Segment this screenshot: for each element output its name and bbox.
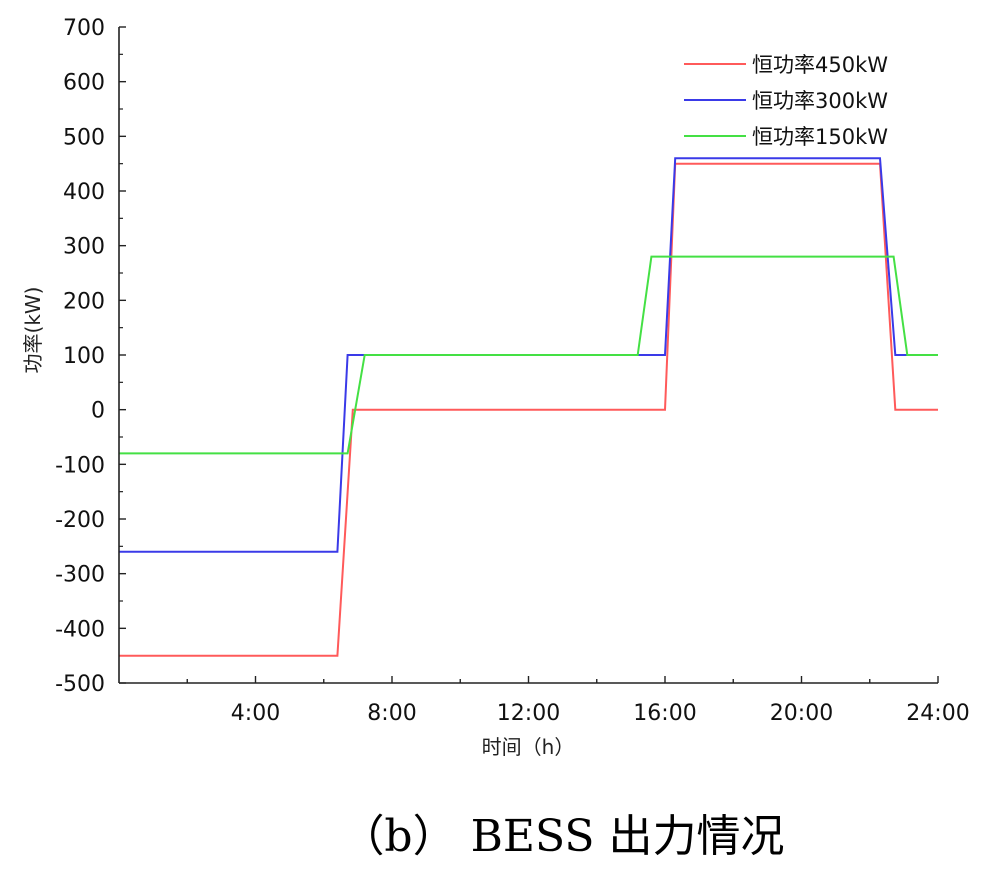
x-tick-label: 24:00 — [906, 701, 969, 726]
x-tick-label: 16:00 — [633, 701, 696, 726]
axes — [118, 27, 938, 684]
y-axis-ticks: 700 600 500 400 300 200 100 0 -100 -200 -300 -400 -5… — [55, 16, 126, 697]
legend-label: 恒功率150kW — [752, 125, 888, 149]
x-axis-title: 时间（h） — [482, 735, 575, 759]
y-tick-label: 700 — [63, 16, 105, 41]
series-line — [119, 255, 938, 455]
series-line — [119, 162, 938, 657]
y-tick-label: 300 — [63, 235, 105, 260]
legend: 恒功率450kW 恒功率300kW 恒功率150kW — [684, 53, 888, 149]
x-axis-ticks: 4:00 8:00 12:00 16:00 20:00 24:00 — [186, 676, 970, 726]
y-tick-label: 200 — [63, 289, 105, 314]
x-tick-label: 4:00 — [231, 701, 280, 726]
legend-label: 恒功率300kW — [752, 89, 888, 113]
legend-label: 恒功率450kW — [752, 53, 888, 77]
y-tick-label: 100 — [63, 344, 105, 369]
y-tick-label: -500 — [55, 672, 105, 697]
y-tick-label: 600 — [63, 71, 105, 96]
y-tick-label: -200 — [55, 508, 105, 533]
y-tick-label: 500 — [63, 125, 105, 150]
y-axis-title: 功率(kW) — [21, 287, 45, 374]
series-lines — [119, 157, 938, 657]
x-tick-label: 20:00 — [770, 701, 833, 726]
x-tick-label: 12:00 — [497, 701, 560, 726]
y-tick-label: -400 — [55, 617, 105, 642]
figure-caption: （b） BESS 出力情况 — [340, 811, 785, 862]
y-tick-label: -100 — [55, 453, 105, 478]
x-tick-label: 8:00 — [367, 701, 416, 726]
y-tick-label: -300 — [55, 563, 105, 588]
y-tick-label: 400 — [63, 180, 105, 205]
y-tick-label: 0 — [91, 399, 105, 424]
